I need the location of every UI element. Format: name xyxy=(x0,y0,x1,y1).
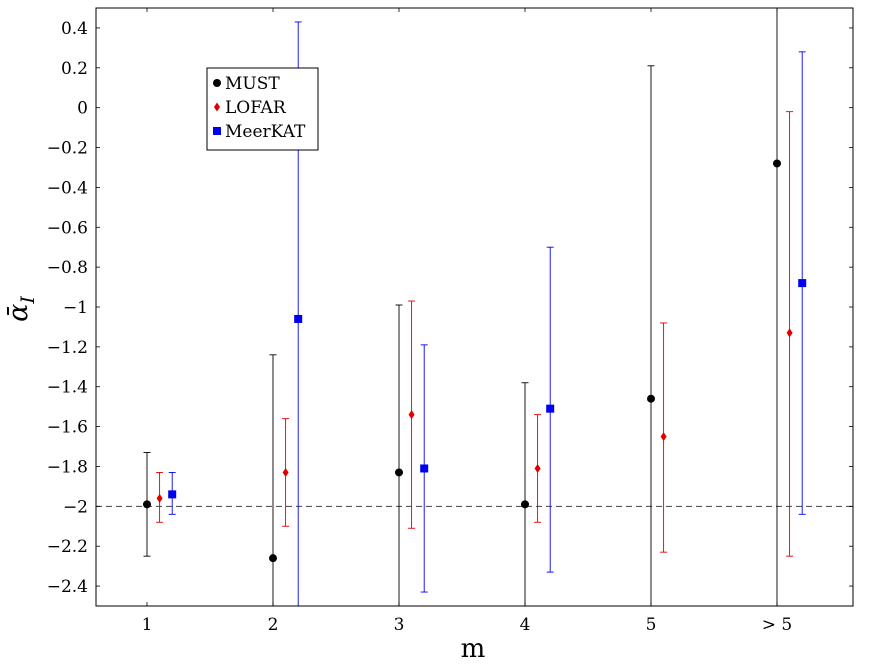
x-tick-label: 5 xyxy=(646,615,657,635)
data-point xyxy=(660,432,667,442)
x-tick-label: 2 xyxy=(268,615,279,635)
data-layer xyxy=(143,8,807,606)
y-tick-label: 0.2 xyxy=(61,59,88,79)
x-axis-label: m xyxy=(461,634,486,664)
legend-marker-must xyxy=(213,79,221,87)
data-point xyxy=(408,410,415,420)
legend-box xyxy=(206,67,319,151)
data-point xyxy=(521,500,529,509)
data-point xyxy=(156,493,163,503)
y-axis-label-main: ᾱ xyxy=(3,304,34,322)
data-point xyxy=(395,468,403,477)
y-tick-label: −1.4 xyxy=(47,378,88,398)
x-tick-label: 1 xyxy=(142,615,153,635)
legend: MUST LOFAR MeerKAT xyxy=(206,67,319,151)
y-tick-label: −2 xyxy=(63,497,88,517)
data-point xyxy=(546,404,555,413)
y-tick-label: −1.2 xyxy=(47,338,88,358)
data-point xyxy=(420,464,429,473)
x-axis-ticks: 1 2 3 4 5 > 5 xyxy=(142,8,792,635)
y-tick-label: −1 xyxy=(63,298,88,318)
y-tick-label: −2.4 xyxy=(47,577,88,597)
y-tick-label: −0.6 xyxy=(47,218,88,238)
data-point xyxy=(647,394,655,403)
x-tick-label: 3 xyxy=(394,615,405,635)
y-axis-label-group: ᾱI xyxy=(3,296,39,322)
x-tick-label: > 5 xyxy=(762,615,792,635)
legend-label-must: MUST xyxy=(225,74,280,94)
y-axis-label-sub: I xyxy=(17,296,39,305)
data-point xyxy=(534,463,541,473)
y-tick-label: 0 xyxy=(77,99,88,119)
data-point xyxy=(798,279,807,288)
legend-marker-lofar xyxy=(214,102,220,112)
y-axis-label: ᾱI xyxy=(3,296,39,322)
data-point xyxy=(282,467,289,477)
y-tick-label: −0.2 xyxy=(47,139,88,159)
y-tick-label: 0.4 xyxy=(61,19,88,39)
data-point xyxy=(168,490,177,499)
data-point xyxy=(773,159,781,168)
y-tick-label: −0.4 xyxy=(47,178,88,198)
legend-marker-meerkat xyxy=(213,127,221,135)
series-lofar xyxy=(156,111,794,557)
data-point xyxy=(294,314,303,323)
x-tick-label: 4 xyxy=(520,615,531,635)
y-tick-label: −2.2 xyxy=(47,537,88,557)
legend-label-lofar: LOFAR xyxy=(225,98,287,118)
data-point xyxy=(143,500,151,509)
y-tick-label: −0.8 xyxy=(47,258,88,278)
data-point xyxy=(786,328,793,338)
series-must xyxy=(143,8,781,606)
legend-label-meerkat: MeerKAT xyxy=(225,122,306,142)
y-tick-label: −1.8 xyxy=(47,457,88,477)
y-axis-ticks: 0.4 0.2 0 −0.2 −0.4 −0.6 −0.8 −1 −1.2 −1.4 −1.6 −1.… xyxy=(47,19,853,597)
y-tick-label: −1.6 xyxy=(47,418,88,438)
data-point xyxy=(269,554,277,563)
